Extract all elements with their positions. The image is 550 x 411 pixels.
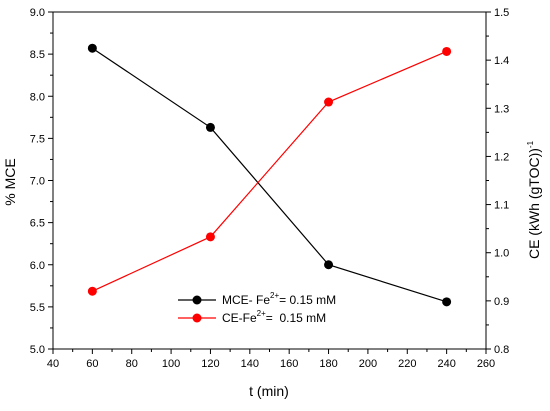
right-y-axis-title-sup: -1	[526, 140, 535, 148]
legend-ce-label-rest: = 0.15 mM	[266, 311, 326, 325]
right-y-tick-label: 1.0	[494, 248, 509, 260]
right-y-axis-title-base: CE (kWh (gTOC))	[526, 148, 542, 259]
series-line-ce	[92, 50, 447, 292]
x-tick-label: 180	[319, 358, 337, 370]
series-layer	[87, 43, 452, 307]
data-point-ce	[442, 46, 452, 56]
left-y-tick-label: 9.0	[30, 7, 45, 19]
legend-ce-label: CE-Fe2+= 0.15 mM	[222, 309, 326, 325]
x-tick-label: 220	[398, 358, 416, 370]
x-tick-label: 200	[359, 358, 377, 370]
right-y-tick-label: 1.5	[494, 7, 509, 19]
legend-mce-label-rest: = 0.15 mM	[279, 293, 336, 307]
x-tick-label: 120	[201, 358, 219, 370]
right-y-axis-ticks: 0.8 0.9 1.0 1.1 1.2 1.3 1.4 1.5	[486, 7, 509, 356]
x-tick-label: 260	[477, 358, 495, 370]
right-y-tick-label: 1.1	[494, 200, 509, 212]
legend-ce-marker	[192, 313, 202, 323]
legend-mce-label: MCE- Fe2+= 0.15 mM	[222, 291, 336, 307]
left-y-tick-label: 8.5	[30, 49, 45, 61]
data-point-ce	[324, 97, 334, 107]
x-tick-label: 140	[241, 358, 259, 370]
right-y-tick-label: 1.2	[494, 151, 509, 163]
left-y-tick-label: 6.5	[30, 218, 45, 230]
data-point-mce	[442, 297, 452, 307]
x-tick-label: 100	[162, 358, 180, 370]
legend-ce-label-base: CE-Fe	[222, 311, 257, 325]
data-point-mce	[205, 122, 215, 132]
x-tick-label: 160	[280, 358, 298, 370]
left-y-tick-label: 7.0	[30, 176, 45, 188]
left-y-axis-ticks: 5.0 5.5 6.0 6.5 7.0 7.5 8.0 8.5 9.0	[30, 7, 53, 356]
x-tick-label: 240	[437, 358, 455, 370]
x-axis-title: t (min)	[249, 383, 289, 399]
right-y-tick-label: 1.3	[494, 103, 509, 115]
x-axis-ticks: 40 60 80 100 120 140 160 180 200 220 240 260	[47, 349, 495, 370]
data-point-ce	[205, 232, 215, 242]
right-y-tick-label: 1.4	[494, 55, 509, 67]
data-point-mce	[87, 43, 97, 53]
right-y-tick-label: 0.9	[494, 296, 509, 308]
x-tick-label: 40	[47, 358, 59, 370]
left-y-tick-label: 5.5	[30, 302, 45, 314]
legend-mce-marker	[192, 295, 202, 305]
data-point-mce	[324, 260, 334, 270]
legend-mce-label-base: MCE- Fe	[222, 293, 270, 307]
legend-ce-label-sup: 2+	[257, 309, 266, 318]
left-y-tick-label: 8.0	[30, 91, 45, 103]
right-y-tick-label: 0.8	[494, 344, 509, 356]
x-tick-label: 80	[126, 358, 138, 370]
right-y-axis-title: CE (kWh (gTOC))-1	[526, 140, 542, 259]
left-y-tick-label: 7.5	[30, 133, 45, 145]
legend-mce-label-sup: 2+	[270, 291, 279, 300]
left-y-tick-label: 5.0	[30, 344, 45, 356]
x-tick-label: 60	[86, 358, 98, 370]
data-point-ce	[87, 286, 97, 296]
left-y-tick-label: 6.0	[30, 260, 45, 272]
left-y-axis-title: % MCE	[2, 158, 18, 205]
legend: MCE- Fe2+= 0.15 mM CE-Fe2+= 0.15 mM	[178, 291, 336, 325]
series-line-mce	[92, 47, 447, 303]
